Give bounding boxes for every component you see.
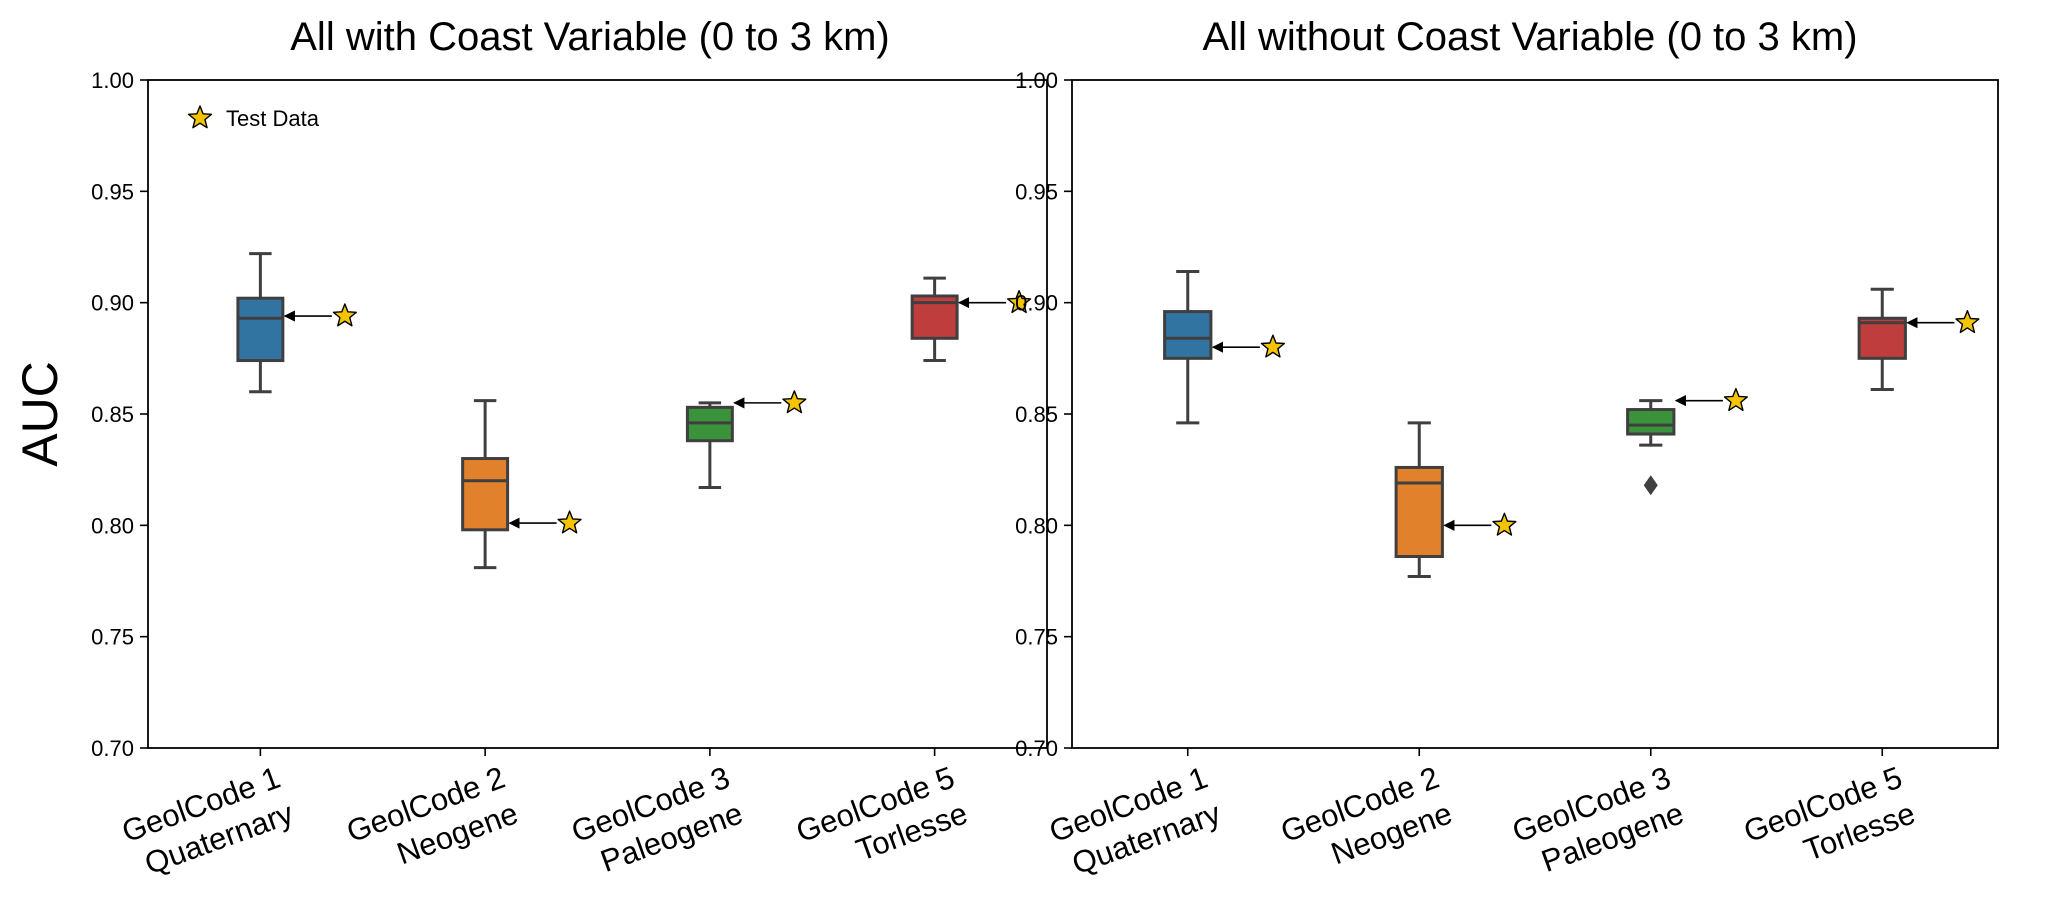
- y-tick-label: 0.75: [1015, 625, 1058, 650]
- box-3: [685, 390, 807, 489]
- test-data-star: [1006, 289, 1032, 314]
- y-tick-label: 0.85: [1015, 402, 1058, 427]
- y-tick-label: 0.85: [91, 402, 134, 427]
- x-category-label: GeolCode 1Quaternary: [117, 760, 298, 885]
- y-tick-label: 0.95: [1015, 179, 1058, 204]
- x-category-label: GeolCode 3Paleogene: [567, 760, 747, 885]
- legend: Test Data: [187, 105, 320, 131]
- box-3: [1626, 387, 1749, 496]
- outlier-point: [1643, 475, 1658, 496]
- x-category-label: GeolCode 2Neogene: [342, 760, 522, 885]
- y-tick-label: 0.90: [91, 291, 134, 316]
- box-2: [1394, 421, 1517, 579]
- test-data-star: [332, 303, 357, 327]
- plot-frame: [147, 79, 1048, 749]
- x-category-label: GeolCode 1Quaternary: [1045, 760, 1226, 885]
- legend-label: Test Data: [226, 106, 320, 131]
- test-data-star: [782, 390, 807, 414]
- x-category-label: GeolCode 5Torlesse: [1739, 760, 1919, 885]
- y-tick-label: 0.95: [91, 179, 134, 204]
- test-data-star: [557, 510, 582, 534]
- iqr-box: [461, 457, 510, 532]
- iqr-box: [1394, 465, 1444, 559]
- left-panel: All with Coast Variable (0 to 3 km) AUC 0.…: [12, 15, 1048, 885]
- y-tick-label: 1.00: [1015, 68, 1058, 93]
- y-tick-label: 0.70: [91, 736, 134, 761]
- box-4: [910, 276, 1032, 363]
- y-tick-label: 0.90: [1015, 291, 1058, 316]
- test-data-star: [1260, 334, 1286, 358]
- plot-frame: [1071, 79, 1999, 749]
- iqr-box: [1163, 310, 1213, 360]
- box-1: [236, 252, 357, 394]
- y-tick-label: 0.80: [91, 513, 134, 538]
- legend-star-icon: [187, 105, 213, 129]
- right-panel: All without Coast Variable (0 to 3 km) 0.…: [1015, 15, 1999, 885]
- x-category-label: GeolCode 2Neogene: [1276, 760, 1456, 885]
- box-4: [1857, 287, 1980, 392]
- test-data-star: [1723, 387, 1749, 412]
- x-category-label: GeolCode 3Paleogene: [1508, 760, 1688, 885]
- y-tick-label: 0.75: [91, 625, 134, 650]
- box-2: [461, 399, 582, 570]
- test-data-star: [1492, 512, 1517, 536]
- chart-title: All without Coast Variable (0 to 3 km): [1202, 15, 1857, 59]
- chart-title: All with Coast Variable (0 to 3 km): [290, 15, 889, 59]
- y-tick-label: 0.80: [1015, 513, 1058, 538]
- iqr-box: [1626, 408, 1676, 436]
- iqr-box: [1857, 316, 1907, 360]
- iqr-box: [236, 296, 285, 363]
- box-1: [1163, 269, 1286, 425]
- y-tick-label: 1.00: [91, 68, 134, 93]
- y-axis-label: AUC: [12, 361, 68, 467]
- x-category-label: GeolCode 5Torlesse: [792, 760, 972, 885]
- test-data-star: [1955, 310, 1980, 334]
- y-tick-label: 0.70: [1015, 736, 1058, 761]
